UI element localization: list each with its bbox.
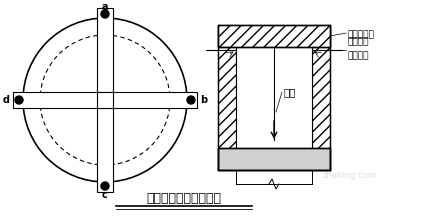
Bar (13, 92, 197, 108)
Text: 桩孔中心位置的校正图: 桩孔中心位置的校正图 (146, 192, 221, 205)
Bar (218, 148, 330, 170)
Bar (97, 92, 113, 108)
Circle shape (101, 10, 109, 18)
Bar (218, 25, 236, 170)
Text: 线锤: 线锤 (284, 87, 296, 97)
Circle shape (15, 96, 23, 104)
Text: c: c (102, 190, 108, 200)
Bar (218, 25, 330, 47)
Text: b: b (200, 95, 207, 105)
Text: 和挡水圈: 和挡水圈 (348, 51, 370, 60)
Text: zhulong.com: zhulong.com (323, 171, 377, 180)
Text: a: a (102, 2, 108, 12)
Bar (236, 47, 312, 148)
Text: d: d (3, 95, 10, 105)
Bar (218, 25, 330, 47)
Bar (97, 8, 113, 192)
Bar (218, 148, 330, 170)
Text: 砖砌定位: 砖砌定位 (348, 37, 370, 46)
Bar (312, 25, 330, 170)
Circle shape (101, 182, 109, 190)
Circle shape (187, 96, 195, 104)
Text: 自制十字架: 自制十字架 (348, 30, 375, 39)
